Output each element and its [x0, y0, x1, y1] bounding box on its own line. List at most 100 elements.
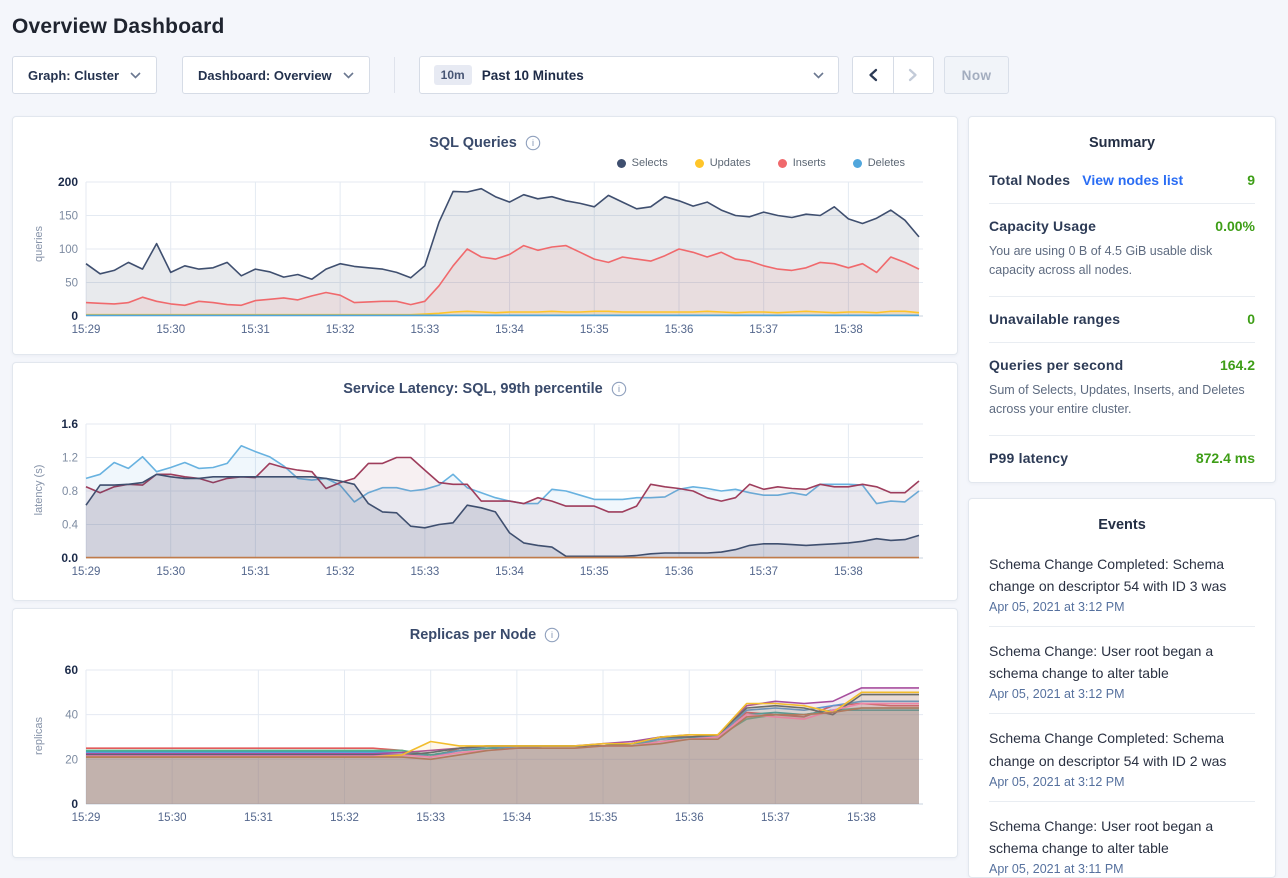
y-axis-label: latency (s) [33, 464, 45, 516]
svg-text:15:31: 15:31 [244, 812, 273, 824]
legend-label: Updates [709, 157, 751, 169]
service-latency-chart-card: Service Latency: SQL, 99th percentile i … [12, 362, 958, 601]
svg-text:15:33: 15:33 [410, 566, 439, 578]
time-range-badge: 10m [433, 65, 472, 85]
svg-text:15:36: 15:36 [665, 566, 694, 578]
info-icon[interactable]: i [544, 627, 560, 643]
view-nodes-list-link[interactable]: View nodes list [1082, 172, 1184, 188]
svg-text:15:32: 15:32 [326, 566, 355, 578]
event-item: Schema Change: User root began a schema … [989, 800, 1255, 877]
svg-text:15:30: 15:30 [158, 812, 187, 824]
summary-subtext: Sum of Selects, Updates, Inserts, and De… [989, 382, 1245, 417]
svg-text:60: 60 [65, 663, 79, 677]
event-timestamp: Apr 05, 2021 at 3:11 PM [989, 861, 1124, 876]
info-icon[interactable]: i [525, 135, 541, 151]
chart-title-row: Service Latency: SQL, 99th percentile i [13, 363, 957, 400]
svg-text:150: 150 [59, 211, 78, 223]
svg-text:15:37: 15:37 [761, 812, 790, 824]
legend-dot-icon [616, 158, 626, 168]
dashboard-dropdown[interactable]: Dashboard: Overview [182, 56, 370, 94]
svg-text:15:32: 15:32 [326, 324, 355, 336]
chart-title-row: SQL Queries i [13, 117, 957, 154]
svg-text:50: 50 [65, 278, 78, 290]
chevron-left-icon [869, 68, 877, 82]
chart-title: Service Latency: SQL, 99th percentile [343, 381, 603, 397]
summary-value: 0 [1247, 310, 1255, 327]
svg-text:15:29: 15:29 [72, 324, 101, 336]
svg-text:i: i [551, 630, 553, 640]
legend-item-deletes: Deletes [852, 157, 905, 169]
chart-title-row: Replicas per Node i [13, 609, 957, 646]
svg-text:15:30: 15:30 [156, 324, 185, 336]
svg-text:20: 20 [65, 754, 78, 766]
time-range-dropdown[interactable]: 10m Past 10 Minutes [418, 56, 839, 94]
event-message: Schema Change: User root began a schema … [989, 643, 1214, 682]
summary-row-queries-per-second: Queries per second 164.2 Sum of Selects, U… [989, 341, 1255, 435]
summary-label: Queries per second [989, 356, 1124, 373]
dashboard-dropdown-label: Dashboard: Overview [198, 67, 332, 83]
now-button[interactable]: Now [943, 56, 1010, 94]
y-axis-label: queries [33, 225, 45, 263]
graph-dropdown[interactable]: Graph: Cluster [12, 56, 158, 94]
legend-label: Deletes [867, 157, 905, 169]
summary-panel: Summary Total Nodes View nodes list 9 Capac… [968, 116, 1276, 483]
svg-text:i: i [532, 138, 534, 148]
svg-text:1.2: 1.2 [62, 453, 78, 465]
event-timestamp: Apr 05, 2021 at 3:12 PM [989, 600, 1125, 615]
svg-text:15:38: 15:38 [847, 812, 876, 824]
sql-queries-chart-card: SQL Queries i Selects Updates Inserts Delet… [12, 116, 958, 355]
summary-value: 164.2 [1219, 356, 1255, 373]
y-axis-label: replicas [33, 717, 45, 755]
svg-text:100: 100 [59, 244, 78, 256]
event-item: Schema Change Completed: Schema change o… [989, 540, 1255, 626]
legend-item-selects: Selects [616, 157, 668, 169]
legend-label: Selects [631, 157, 668, 169]
time-prev-button[interactable] [852, 57, 893, 93]
svg-text:0: 0 [71, 797, 78, 811]
svg-text:15:30: 15:30 [156, 566, 185, 578]
info-icon[interactable]: i [611, 381, 627, 397]
event-message: Schema Change: User root began a schema … [989, 817, 1214, 856]
svg-text:15:33: 15:33 [410, 324, 439, 336]
summary-row-total-nodes: Total Nodes View nodes list 9 [989, 158, 1255, 203]
legend-dot-icon [852, 158, 862, 168]
summary-label: Unavailable ranges [989, 310, 1121, 327]
legend-item-updates: Updates [694, 157, 751, 169]
chevron-down-icon [130, 71, 141, 79]
events-panel: Events Schema Change Completed: Schema c… [968, 498, 1276, 878]
sql-chart-legend: Selects Updates Inserts Deletes [13, 154, 957, 171]
legend-label: Inserts [792, 157, 826, 169]
chevron-right-icon [909, 68, 917, 82]
toolbar-divider [393, 57, 395, 93]
graph-dropdown-label: Graph: Cluster [28, 67, 120, 83]
time-next-button[interactable] [892, 57, 933, 93]
summary-value: 0.00% [1215, 218, 1255, 234]
summary-label: Total Nodes [989, 172, 1071, 188]
svg-text:15:31: 15:31 [241, 324, 270, 336]
legend-dot-icon [777, 158, 787, 168]
svg-text:15:29: 15:29 [72, 812, 101, 824]
event-item: Schema Change Completed: Schema change o… [989, 713, 1255, 800]
summary-label: Capacity Usage [989, 218, 1097, 234]
event-timestamp: Apr 05, 2021 at 3:12 PM [989, 774, 1125, 789]
summary-row-p99-latency: P99 latency 872.4 ms [989, 434, 1255, 481]
sql-queries-chart[interactable]: 15:29 15:30 15:31 15:32 15:33 15:34 15:35 15:36… [13, 172, 958, 342]
svg-text:15:34: 15:34 [495, 324, 524, 336]
svg-text:1.6: 1.6 [61, 417, 78, 431]
svg-text:15:34: 15:34 [502, 812, 531, 824]
service-latency-chart[interactable]: 15:29 15:30 15:31 15:32 15:33 15:34 15:35 15:36… [13, 414, 958, 584]
svg-text:0.8: 0.8 [62, 486, 78, 498]
chevron-down-icon [813, 71, 824, 79]
svg-text:15:32: 15:32 [330, 812, 359, 824]
events-title: Events [1098, 517, 1146, 533]
svg-text:15:36: 15:36 [665, 324, 694, 336]
summary-rows: Total Nodes View nodes list 9 Capacity Usag… [969, 158, 1275, 481]
page-title: Overview Dashboard [12, 15, 225, 38]
summary-label: P99 latency [989, 449, 1069, 466]
event-message: Schema Change Completed: Schema change o… [989, 730, 1227, 769]
replicas-per-node-chart[interactable]: 15:29 15:30 15:31 15:32 15:33 15:34 15:35 15:36… [13, 660, 958, 830]
svg-text:15:36: 15:36 [675, 812, 704, 824]
event-timestamp: Apr 05, 2021 at 3:12 PM [989, 687, 1125, 702]
chevron-down-icon [343, 71, 354, 79]
svg-text:15:33: 15:33 [416, 812, 445, 824]
